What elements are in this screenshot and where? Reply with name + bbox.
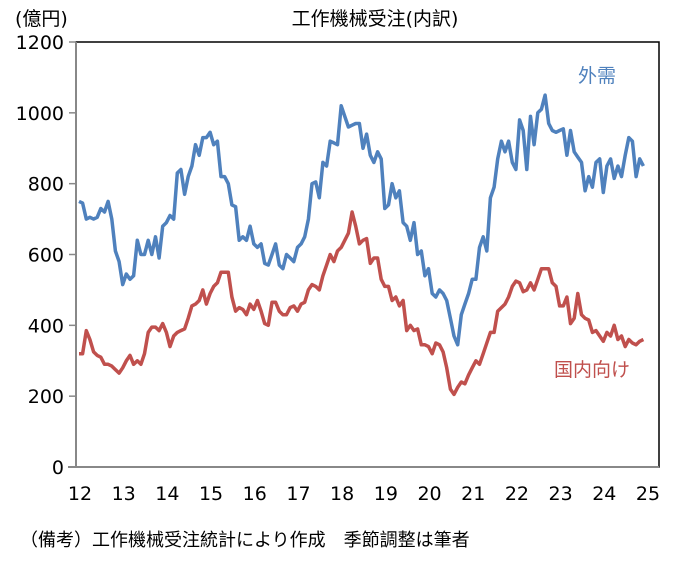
series-line-gaiju: [78, 93, 645, 347]
y-tick-label: 1000: [16, 103, 64, 125]
x-tick-label: 15: [199, 483, 223, 505]
series-label-gaiju: 外需: [578, 65, 616, 87]
series-line-kokunai: [79, 210, 645, 397]
x-tick-label: 23: [549, 483, 573, 505]
x-tick-label: 12: [68, 483, 92, 505]
y-tick-label: 200: [28, 386, 64, 408]
y-tick-label: 400: [28, 315, 64, 337]
y-tick-label: 800: [28, 174, 64, 196]
y-tick-label: 1200: [16, 32, 64, 54]
x-tick-label: 25: [636, 483, 660, 505]
x-tick-label: 18: [330, 483, 354, 505]
x-tick-label: 20: [417, 483, 441, 505]
y-axis-unit: (億円): [15, 8, 68, 30]
y-tick-label: 0: [52, 457, 64, 479]
footnote: （備考）工作機械受注統計により作成 季節調整は筆者: [20, 530, 470, 551]
y-tick-label: 600: [28, 245, 64, 267]
x-tick-label: 24: [592, 483, 616, 505]
x-tick-label: 13: [112, 483, 136, 505]
x-tick-label: 21: [461, 483, 485, 505]
x-tick-label: 19: [374, 483, 398, 505]
x-tick-label: 22: [505, 483, 529, 505]
series-label-kokunai: 国内向け: [554, 359, 630, 381]
chart-title: 工作機械受注(内訳): [292, 8, 459, 30]
x-tick-label: 16: [243, 483, 267, 505]
x-tick-label: 14: [155, 483, 179, 505]
x-tick-label: 17: [286, 483, 310, 505]
